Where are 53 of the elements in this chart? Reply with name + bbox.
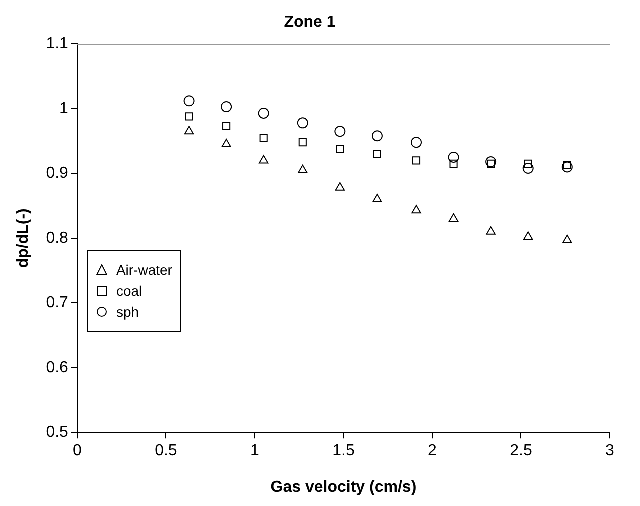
point [222,122,231,130]
point [486,226,496,235]
point [450,160,458,168]
point [524,232,534,240]
point [562,234,572,244]
point [524,160,532,168]
point [372,194,382,203]
point [373,150,382,158]
point [184,126,194,135]
point [222,139,232,148]
point [372,130,383,142]
point [334,126,346,138]
y-tick-label: 1 [60,100,69,118]
point [486,156,497,168]
point [563,161,572,170]
y-tick-label: 0.9 [46,165,69,182]
point [298,138,307,147]
x-tick-label: 0 [72,442,82,460]
y-axis-title: dp/dL(-) [15,208,32,268]
point [412,156,421,165]
x-tick-label: 2 [428,442,438,460]
point [412,205,422,214]
y-tick-label: 1.1 [46,36,69,53]
y-tick-label: 0.7 [46,294,69,312]
x-tick-label: 1 [250,442,260,460]
y-tick-label: 0.8 [46,230,69,247]
point [336,145,344,154]
point [184,96,195,107]
point [185,112,194,121]
point [298,164,308,174]
point [487,160,496,168]
x-tick-label: 0.5 [155,442,178,460]
chart-title: Zone 1 [284,14,336,32]
point [411,137,422,148]
point [562,162,573,173]
legend-label: coal [116,283,142,300]
point [297,118,308,129]
legend-label: sph [116,304,140,320]
point [522,162,534,174]
point [335,182,345,191]
legend-label: Air-water [116,262,172,278]
y-tick-label: 0.6 [46,359,69,376]
point [258,108,270,119]
point [448,213,459,222]
x-tick-label: 1.5 [332,442,355,460]
point [221,101,232,112]
point [448,152,460,163]
point [259,155,269,164]
point [260,134,268,142]
x-tick-label: 2.5 [510,442,532,460]
x-axis-title: Gas velocity (cm/s) [270,478,417,496]
y-tick-label: 0.5 [46,424,69,442]
x-tick-label: 3 [606,442,615,460]
